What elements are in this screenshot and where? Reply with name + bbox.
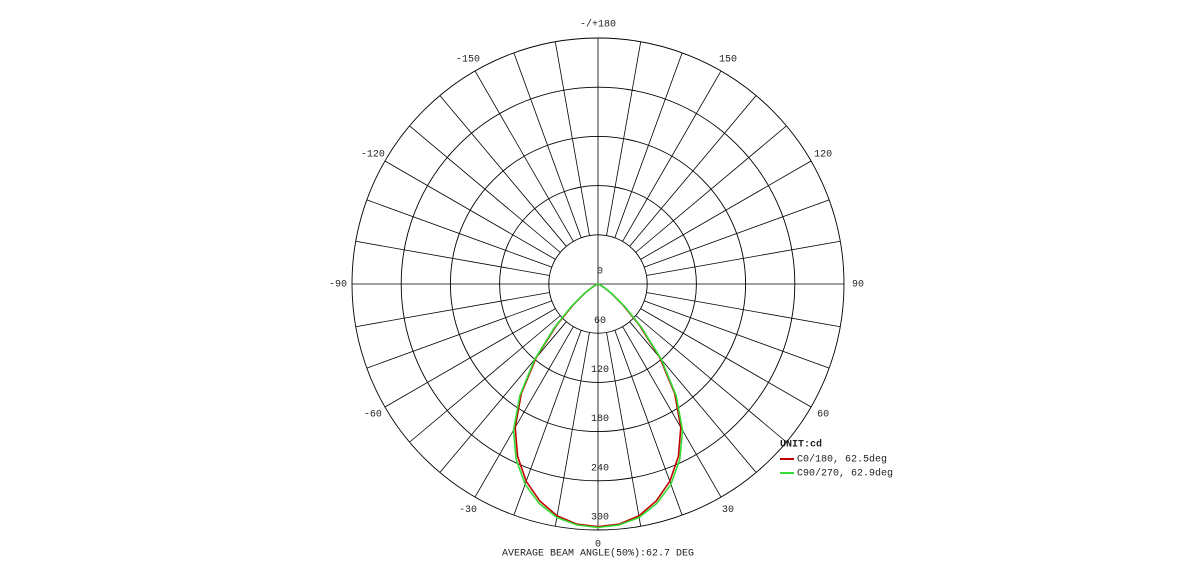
angle-label: -60 <box>364 410 382 421</box>
ring <box>499 185 697 383</box>
r-tick-label: 240 <box>591 463 609 474</box>
ring <box>548 234 648 334</box>
legend-label: C90/270, 62.9deg <box>797 468 893 480</box>
angle-label: -150 <box>456 54 480 65</box>
angle-label: -30 <box>459 505 477 516</box>
angle-label: -120 <box>361 150 385 161</box>
legend-title: UNIT:cd <box>780 439 822 451</box>
footer: AVERAGE BEAM ANGLE(50%):62.7 DEG <box>502 548 694 560</box>
r-tick-label: 60 <box>594 316 606 327</box>
angle-label: 60 <box>817 410 829 421</box>
angle-label: 30 <box>722 505 734 516</box>
r-tick-label: 180 <box>591 414 609 425</box>
ring <box>400 86 796 482</box>
series-line <box>512 283 684 529</box>
angle-label: -90 <box>329 280 347 291</box>
ring <box>351 37 845 531</box>
angle-label: -/+180 <box>580 19 616 31</box>
angle-label: 0 <box>595 540 601 551</box>
r-tick-label: 120 <box>591 365 609 376</box>
ring <box>449 135 747 433</box>
angle-label: 90 <box>852 280 864 291</box>
r-tick-label: 0 <box>597 267 603 278</box>
r-tick-label: 300 <box>591 513 609 524</box>
angle-label: 120 <box>814 150 832 161</box>
legend-label: C0/180, 62.5deg <box>797 454 887 466</box>
angle-label: 150 <box>719 54 737 65</box>
